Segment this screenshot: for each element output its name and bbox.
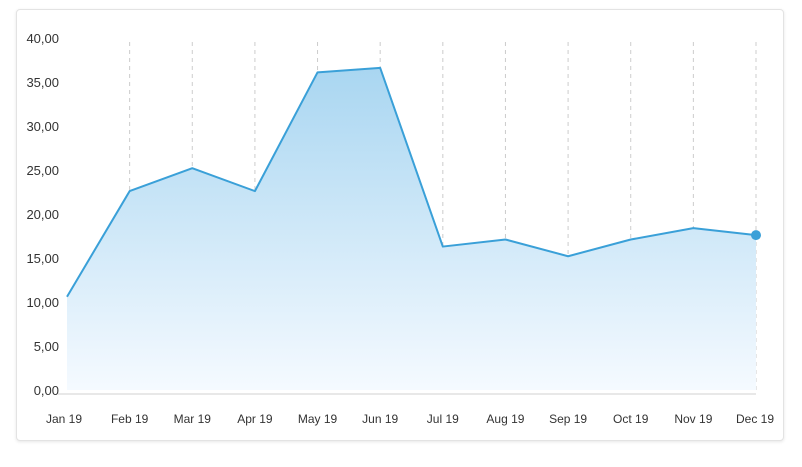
y-tick-label: 0,00	[34, 383, 59, 398]
y-tick-label: 10,00	[26, 295, 59, 310]
data-point[interactable]	[189, 165, 195, 171]
data-point[interactable]	[502, 237, 508, 243]
y-tick-label: 15,00	[26, 251, 59, 266]
x-tick-label: Aug 19	[486, 412, 524, 426]
x-tick-label: Oct 19	[613, 412, 649, 426]
x-tick-label: Jul 19	[427, 412, 459, 426]
data-point[interactable]	[252, 188, 258, 194]
y-tick-label: 35,00	[26, 75, 59, 90]
series-points	[64, 65, 761, 300]
data-point[interactable]	[127, 188, 133, 194]
y-tick-label: 30,00	[26, 119, 59, 134]
x-tick-label: Jun 19	[362, 412, 398, 426]
x-tick-label: Mar 19	[174, 412, 212, 426]
y-tick-label: 25,00	[26, 163, 59, 178]
data-point[interactable]	[628, 237, 634, 243]
x-tick-label: Dec 19	[736, 412, 774, 426]
x-tick-label: Sep 19	[549, 412, 587, 426]
data-point[interactable]	[64, 294, 70, 300]
series-line	[66, 66, 757, 298]
highlighted-data-point[interactable]	[751, 230, 761, 241]
data-point[interactable]	[377, 65, 383, 71]
x-axis: Jan 19 Feb 19 Mar 19 Apr 19 May 19 Jun 19 Jul …	[46, 412, 774, 426]
series-area	[67, 67, 756, 391]
x-tick-label: Apr 19	[237, 412, 273, 426]
y-tick-label: 20,00	[26, 207, 59, 222]
data-point[interactable]	[565, 253, 571, 259]
data-point[interactable]	[690, 225, 696, 231]
x-tick-label: Nov 19	[674, 412, 712, 426]
x-tick-label: May 19	[298, 412, 338, 426]
x-tick-label: Jan 19	[46, 412, 82, 426]
y-tick-label: 5,00	[34, 339, 59, 354]
y-axis: 0,00 5,00 10,00 15,00 20,00 25,00 30,00 35,00 40…	[26, 31, 756, 398]
data-point[interactable]	[440, 244, 446, 250]
x-tick-label: Feb 19	[111, 412, 149, 426]
y-tick-label: 40,00	[26, 31, 59, 46]
data-point[interactable]	[315, 69, 321, 75]
